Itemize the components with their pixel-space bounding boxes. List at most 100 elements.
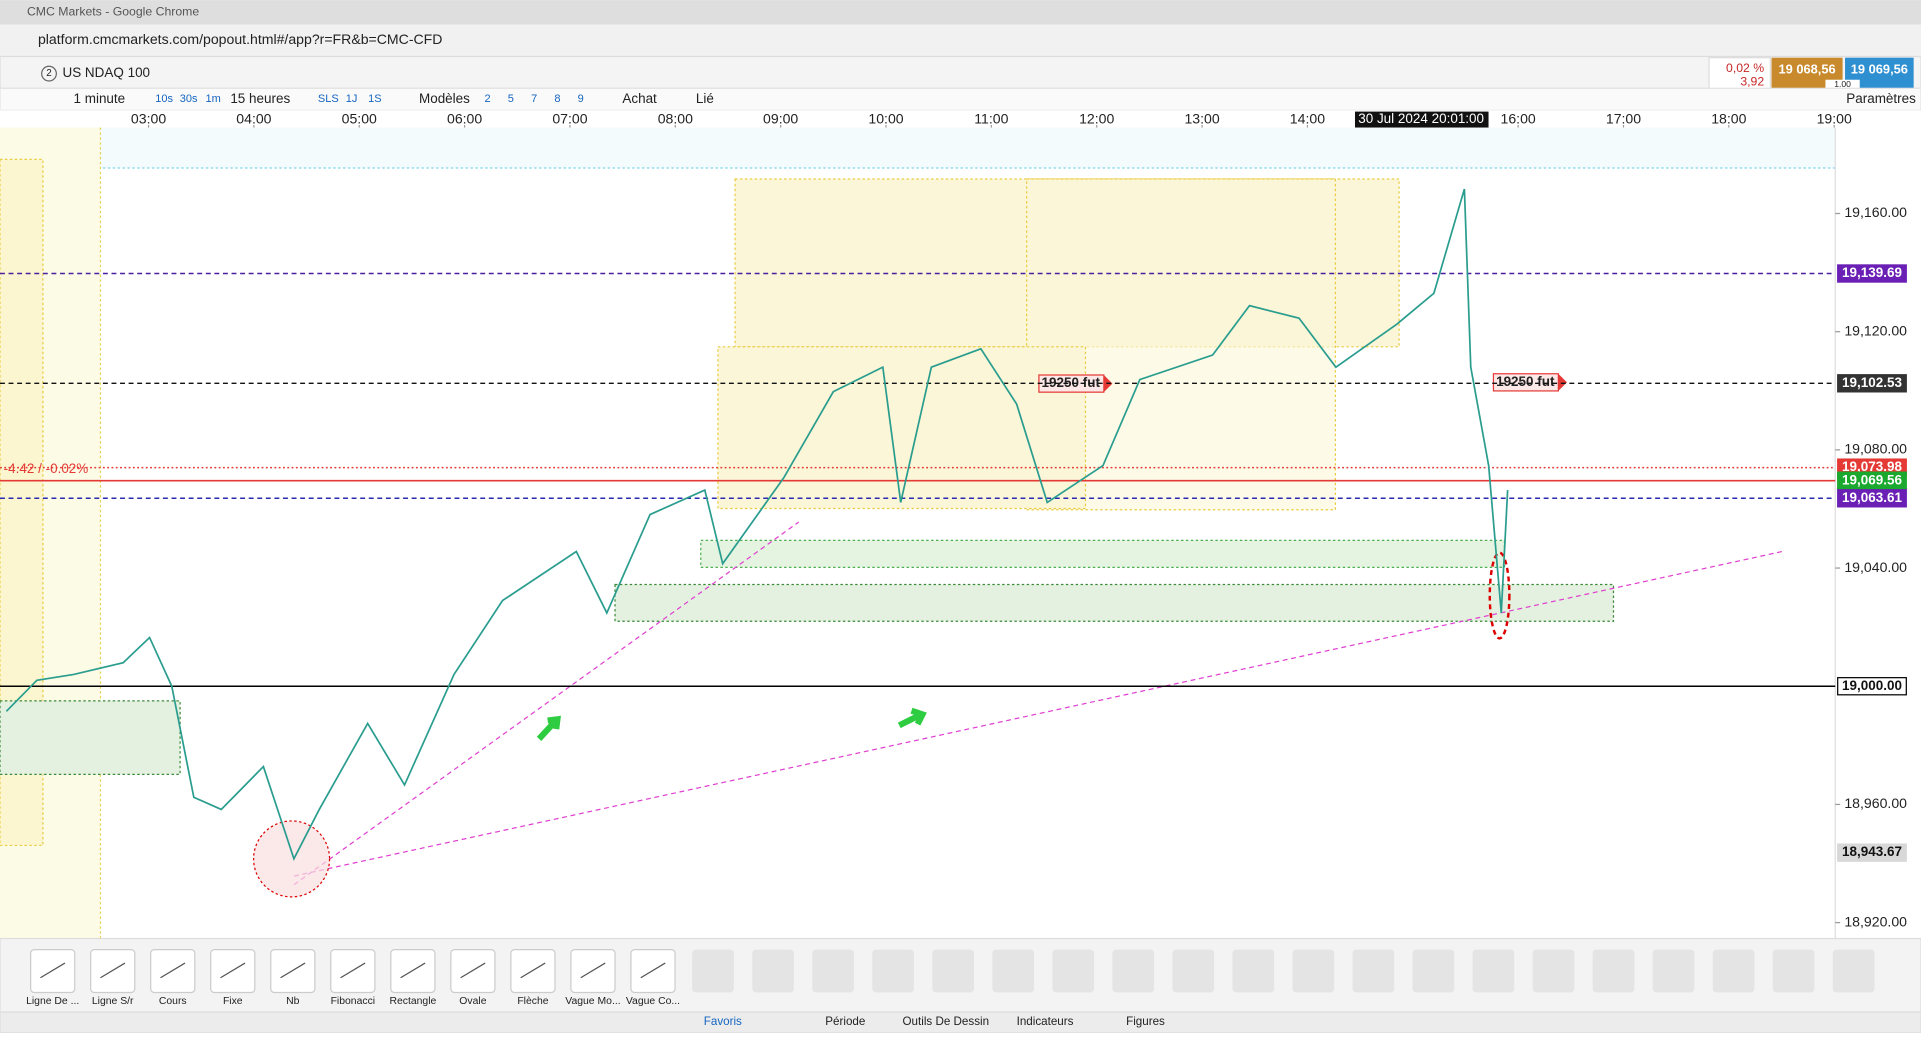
buy-label[interactable]: Achat	[622, 91, 657, 106]
level-label-box	[1837, 489, 1907, 508]
empty-slot[interactable]	[812, 949, 854, 993]
price-line	[5, 188, 1509, 862]
empty-slot[interactable]	[992, 949, 1035, 993]
quick-interval[interactable]: 10s	[155, 93, 173, 105]
level-label: 19,000.00	[1842, 678, 1902, 693]
empty-slot[interactable]	[1412, 949, 1455, 993]
trend-line	[293, 550, 1783, 877]
empty-slot[interactable]	[1172, 949, 1215, 993]
period[interactable]: 1J	[346, 93, 358, 105]
size: 1.00	[1834, 79, 1851, 89]
x-tick-label: 04:00	[236, 110, 271, 126]
tool-icon	[460, 962, 486, 979]
tool-label: Fibonacci	[331, 996, 376, 1007]
tab[interactable]: Figures	[1126, 1015, 1165, 1028]
model-num[interactable]: 7	[531, 93, 537, 105]
linked[interactable]: Lié	[696, 91, 714, 106]
level-label: 19,063.61	[1842, 490, 1902, 505]
tool-icon	[280, 962, 306, 979]
empty-slot[interactable]	[1832, 949, 1875, 993]
y-tick-label: 19,160.00	[1844, 204, 1907, 220]
empty-slot[interactable]	[932, 949, 974, 993]
empty-slot[interactable]	[1592, 949, 1635, 993]
x-tick-label: 05:00	[342, 110, 377, 126]
sell-price: 19 068,56	[1778, 61, 1835, 76]
top-band	[0, 127, 1836, 168]
x-tick-label: 08:00	[658, 110, 693, 126]
titlebar	[0, 0, 1921, 25]
instrument-count: 2	[46, 68, 51, 79]
window-title: CMC Markets - Google Chrome	[27, 5, 199, 19]
tab[interactable]: Outils De Dessin	[903, 1015, 990, 1028]
empty-slot[interactable]	[1292, 949, 1335, 993]
level-label-box	[1837, 374, 1907, 393]
quick-interval[interactable]: 30s	[180, 93, 198, 105]
tool-icon	[40, 962, 66, 979]
model-num[interactable]: 2	[485, 93, 491, 105]
ellipse-marker	[1488, 551, 1511, 640]
x-tick-label: 11:00	[974, 110, 1008, 126]
arrow	[897, 707, 927, 729]
empty-slot[interactable]	[1472, 949, 1515, 993]
tool-icon	[340, 962, 366, 979]
instrument[interactable]: US NDAQ 100	[62, 65, 150, 80]
change-label: -4.42 / -0.02%	[4, 461, 89, 476]
x-tick-label: 07:00	[552, 110, 587, 126]
zone	[614, 583, 1615, 622]
tool-label: Ovale	[459, 996, 486, 1007]
annotation: 19250 fut	[1042, 375, 1101, 390]
y-tick-label: 19,040.00	[1844, 559, 1907, 575]
empty-slot[interactable]	[1052, 949, 1095, 993]
empty-slot[interactable]	[752, 949, 794, 993]
x-tick-label: 14:00	[1290, 110, 1325, 126]
empty-slot[interactable]	[1652, 949, 1695, 993]
y-tick-label: 18,920.00	[1844, 913, 1907, 929]
empty-slot[interactable]	[1232, 949, 1275, 993]
tab[interactable]: Favoris	[704, 1015, 742, 1028]
models[interactable]: Modèles	[419, 91, 470, 106]
empty-slot[interactable]	[1112, 949, 1155, 993]
x-tick-label: 09:00	[763, 110, 798, 126]
change-pct: 0,02 %	[1726, 61, 1764, 75]
tool-label: Ligne De ...	[26, 996, 79, 1007]
crosshair-box	[1354, 111, 1489, 128]
tool-label: Vague Mo...	[565, 996, 620, 1007]
change: 3,92	[1740, 74, 1764, 88]
empty-slot[interactable]	[1352, 949, 1395, 993]
circle-marker	[252, 820, 331, 898]
tab[interactable]: Indicateurs	[1017, 1015, 1074, 1028]
empty-slot[interactable]	[1772, 949, 1815, 993]
trend-line	[293, 521, 800, 886]
level-label: 19,102.53	[1842, 375, 1902, 390]
address-bar[interactable]	[0, 24, 1921, 57]
tool-label: Vague Co...	[626, 996, 680, 1007]
period[interactable]: SLS	[318, 93, 339, 105]
tool-icon	[580, 962, 606, 979]
tool-icon	[100, 962, 126, 979]
tool-icon	[220, 962, 246, 979]
y-tick-label: 18,960.00	[1844, 795, 1907, 811]
buy-price: 19 069,56	[1851, 61, 1908, 76]
interval[interactable]: 1 minute	[74, 91, 126, 106]
x-tick-label: 17:00	[1606, 110, 1641, 126]
x-tick-label: 03:00	[131, 110, 166, 126]
model-num[interactable]: 9	[578, 93, 584, 105]
tab[interactable]: Période	[825, 1015, 865, 1028]
settings[interactable]: Paramètres	[1846, 91, 1916, 106]
x-tick-label: 18:00	[1711, 110, 1746, 126]
instrument-bar	[0, 55, 1921, 89]
period[interactable]: 1S	[368, 93, 381, 105]
model-num[interactable]: 5	[508, 93, 514, 105]
empty-slot[interactable]	[1712, 949, 1755, 993]
empty-slot[interactable]	[692, 949, 734, 993]
level-label: 19,069.56	[1842, 472, 1902, 487]
count-badge	[41, 65, 57, 82]
empty-slot[interactable]	[1532, 949, 1575, 993]
model-num[interactable]: 8	[554, 93, 560, 105]
y-tick-label: 19,080.00	[1844, 441, 1907, 457]
range[interactable]: 15 heures	[230, 91, 290, 106]
quick-interval[interactable]: 1m	[206, 93, 221, 105]
empty-slot[interactable]	[872, 949, 914, 993]
level-label-box	[1837, 677, 1907, 696]
